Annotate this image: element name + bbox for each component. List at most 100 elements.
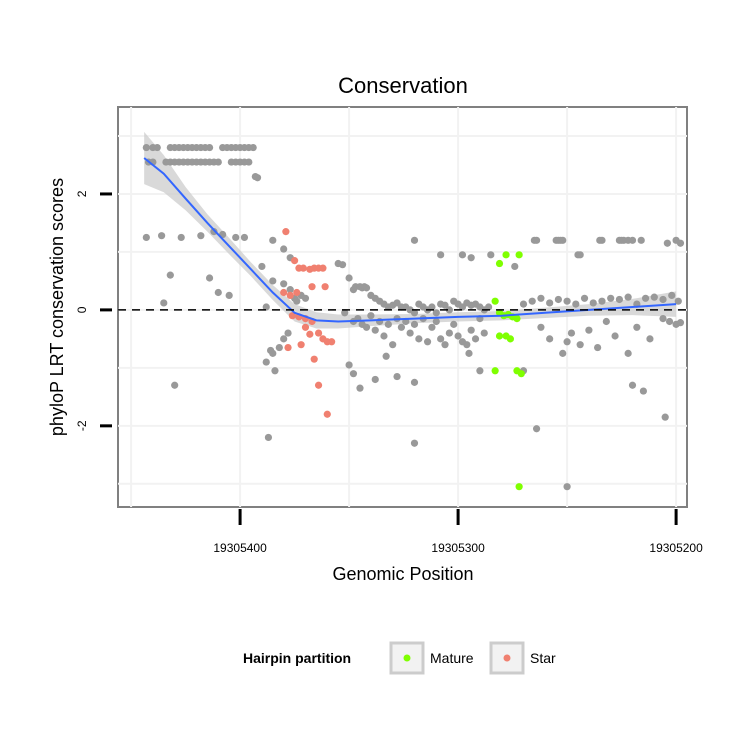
point-other [537, 294, 545, 302]
point-other [406, 329, 414, 337]
point-star [280, 288, 288, 297]
point-other [576, 251, 584, 259]
point-other [293, 297, 301, 305]
point-other [607, 294, 615, 302]
point-other [210, 228, 218, 236]
point-mature [515, 483, 523, 491]
point-other [271, 367, 279, 375]
point-other [225, 291, 233, 300]
point-other [598, 236, 606, 244]
point-other [362, 323, 371, 331]
point-other [410, 236, 419, 244]
point-other [214, 288, 222, 297]
point-star [310, 355, 318, 363]
point-other [166, 271, 174, 279]
point-other [537, 323, 545, 331]
point-mature [491, 297, 499, 305]
point-other [428, 303, 436, 311]
point-other [437, 335, 445, 343]
point-other [432, 309, 440, 317]
point-other [467, 254, 475, 262]
point-other [471, 335, 480, 343]
point-star [297, 341, 305, 349]
point-other [563, 297, 571, 305]
point-star [319, 264, 327, 272]
point-other [576, 341, 584, 349]
point-other [160, 299, 168, 307]
point-other [458, 251, 467, 259]
point-other [563, 338, 571, 346]
point-other [423, 338, 432, 346]
legend: Hairpin partition Mature Star [243, 641, 556, 675]
point-mature [517, 370, 525, 378]
point-other [232, 233, 240, 242]
point-star [290, 257, 299, 265]
point-other [659, 314, 667, 323]
point-other [661, 413, 669, 421]
point-other [559, 236, 567, 244]
point-mature [502, 251, 510, 259]
point-other [563, 483, 571, 491]
point-other [637, 236, 645, 244]
point-star [308, 283, 316, 291]
point-star [286, 291, 294, 300]
point-other [594, 343, 602, 352]
point-mature [495, 259, 504, 268]
legend-label-star: Star [530, 650, 556, 666]
point-other [589, 299, 597, 307]
point-other [639, 387, 647, 395]
point-other [487, 251, 495, 259]
point-other [275, 343, 283, 352]
y-axis-label: phyloP LRT conservation scores [47, 178, 67, 436]
point-other [382, 352, 390, 360]
point-other [554, 295, 562, 304]
point-star [301, 323, 310, 331]
point-other [214, 158, 222, 166]
point-other [674, 297, 682, 305]
data-points [142, 143, 685, 491]
point-other [301, 294, 310, 302]
point-other [546, 335, 554, 343]
point-other [663, 239, 671, 247]
point-other [280, 335, 288, 343]
point-other [546, 299, 554, 307]
point-other [485, 303, 493, 311]
point-other [171, 381, 179, 389]
point-other [367, 312, 375, 320]
point-other [441, 341, 449, 349]
point-star [293, 288, 301, 297]
point-other [262, 303, 270, 311]
point-other [205, 274, 214, 282]
point-other [356, 384, 364, 392]
point-other [633, 323, 641, 331]
point-other [410, 320, 419, 328]
point-other [646, 335, 654, 343]
point-mature [495, 332, 504, 340]
x-tick-label: 19305300 [431, 541, 485, 555]
point-other [286, 286, 294, 294]
point-other [598, 297, 606, 305]
legend-title: Hairpin partition [243, 650, 351, 666]
point-other [371, 375, 379, 384]
point-other [441, 301, 449, 309]
point-star [288, 312, 297, 320]
point-other [410, 309, 419, 317]
point-other [454, 332, 462, 340]
point-other [641, 294, 650, 302]
point-other [676, 319, 685, 327]
point-other [628, 236, 637, 244]
point-other [659, 295, 667, 304]
point-other [432, 317, 440, 326]
point-other [245, 158, 253, 166]
y-tick-label: 0 [75, 306, 89, 313]
point-other [415, 335, 423, 343]
point-other [142, 143, 150, 152]
legend-dot-star [503, 654, 511, 662]
point-other [269, 277, 277, 285]
point-other [665, 317, 674, 326]
point-other [445, 306, 453, 314]
point-other [158, 232, 166, 240]
confidence-ribbon [144, 131, 677, 329]
x-tick-label: 19305200 [649, 541, 703, 555]
